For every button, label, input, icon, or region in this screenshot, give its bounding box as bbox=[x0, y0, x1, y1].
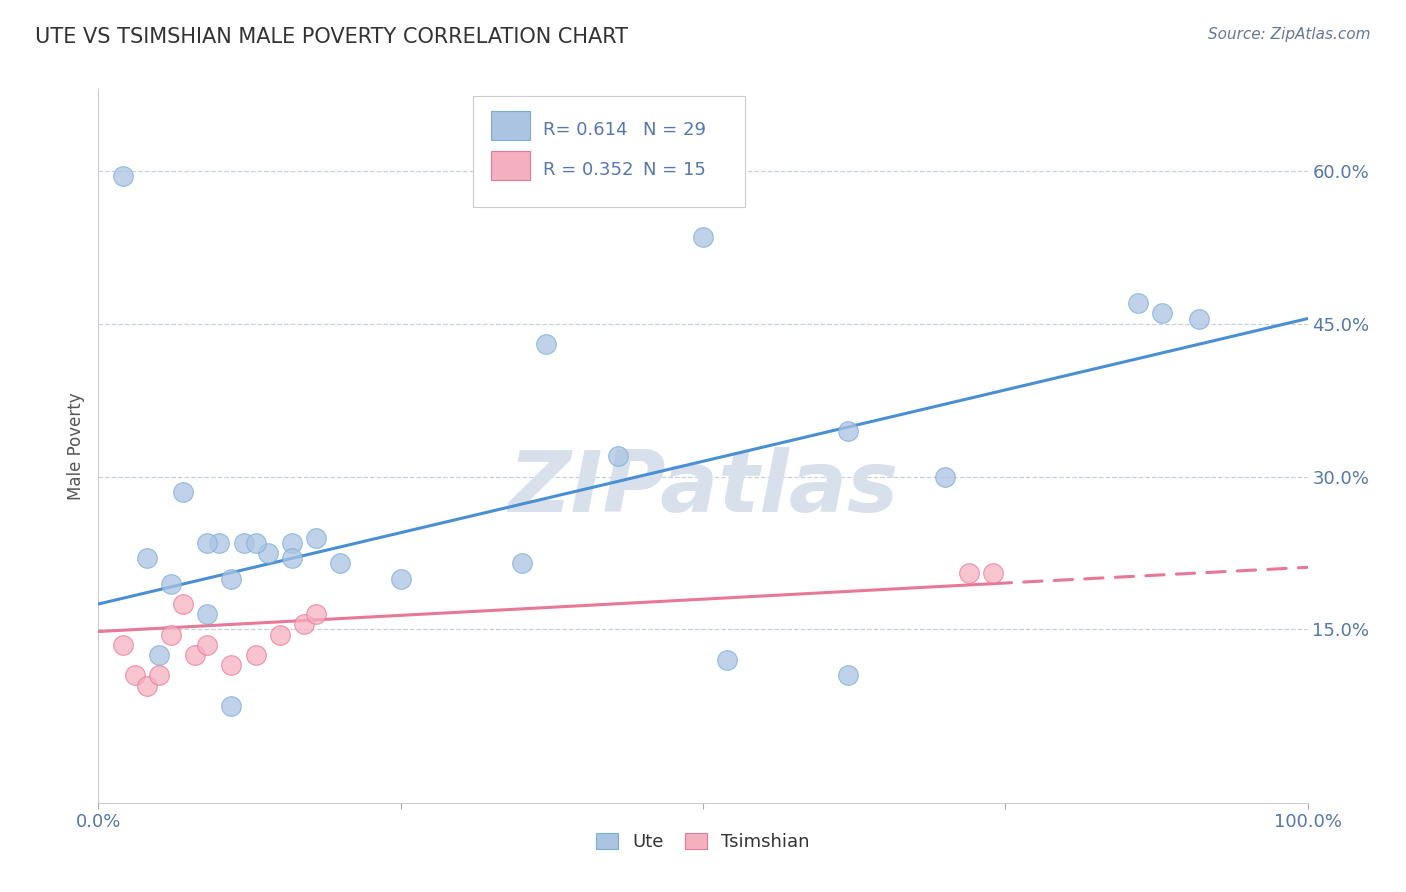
Point bbox=[837, 424, 859, 438]
Text: R= 0.614: R= 0.614 bbox=[543, 121, 628, 139]
Text: ZIPatlas: ZIPatlas bbox=[508, 447, 898, 531]
Point bbox=[148, 648, 170, 662]
Point bbox=[981, 566, 1004, 581]
Point bbox=[607, 449, 630, 463]
Text: UTE VS TSIMSHIAN MALE POVERTY CORRELATION CHART: UTE VS TSIMSHIAN MALE POVERTY CORRELATIO… bbox=[35, 27, 628, 46]
Point bbox=[172, 597, 194, 611]
FancyBboxPatch shape bbox=[492, 151, 530, 180]
Point bbox=[957, 566, 980, 581]
Point bbox=[221, 698, 243, 713]
Point bbox=[305, 607, 328, 622]
Point bbox=[208, 536, 231, 550]
Point bbox=[837, 668, 859, 682]
Point bbox=[329, 556, 352, 570]
Point bbox=[510, 556, 533, 570]
Point bbox=[195, 536, 218, 550]
Point bbox=[195, 638, 218, 652]
Point bbox=[534, 337, 557, 351]
Text: R = 0.352: R = 0.352 bbox=[543, 161, 634, 178]
Point bbox=[124, 668, 146, 682]
Point bbox=[245, 536, 267, 550]
Point bbox=[269, 627, 291, 641]
FancyBboxPatch shape bbox=[492, 111, 530, 140]
Point bbox=[281, 551, 304, 566]
Point bbox=[232, 536, 254, 550]
Point bbox=[111, 638, 134, 652]
Point bbox=[1188, 311, 1211, 326]
Point bbox=[934, 469, 956, 483]
Point bbox=[1152, 306, 1174, 320]
Point bbox=[1128, 296, 1150, 310]
Text: Source: ZipAtlas.com: Source: ZipAtlas.com bbox=[1208, 27, 1371, 42]
Point bbox=[245, 648, 267, 662]
Point bbox=[172, 484, 194, 499]
Point bbox=[292, 617, 315, 632]
Point bbox=[221, 658, 243, 673]
FancyBboxPatch shape bbox=[474, 96, 745, 207]
Point bbox=[256, 546, 278, 560]
Y-axis label: Male Poverty: Male Poverty bbox=[67, 392, 86, 500]
Point bbox=[389, 572, 412, 586]
Point bbox=[111, 169, 134, 183]
Text: N = 29: N = 29 bbox=[643, 121, 706, 139]
Point bbox=[692, 230, 714, 244]
Point bbox=[221, 572, 243, 586]
Point bbox=[135, 551, 157, 566]
Point bbox=[716, 653, 738, 667]
Text: N = 15: N = 15 bbox=[643, 161, 706, 178]
Point bbox=[184, 648, 207, 662]
Point bbox=[195, 607, 218, 622]
Point bbox=[281, 536, 304, 550]
Point bbox=[135, 679, 157, 693]
Point bbox=[160, 627, 183, 641]
Point bbox=[305, 531, 328, 545]
Point bbox=[160, 576, 183, 591]
Legend: Ute, Tsimshian: Ute, Tsimshian bbox=[589, 825, 817, 858]
Point bbox=[148, 668, 170, 682]
